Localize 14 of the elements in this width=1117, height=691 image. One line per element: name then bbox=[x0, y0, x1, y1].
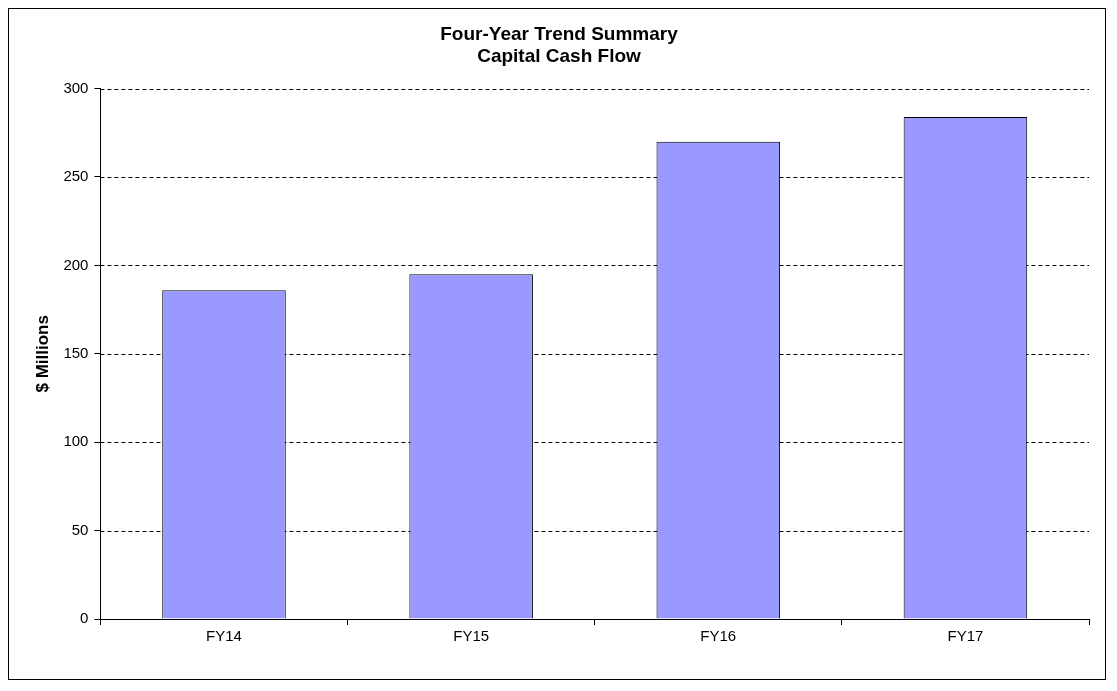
x-tick-label: FY15 bbox=[453, 627, 490, 645]
y-tick-label: 0 bbox=[80, 609, 89, 627]
y-tick-label: 100 bbox=[63, 432, 89, 450]
y-axis-title: $ Millions bbox=[32, 315, 52, 393]
x-tick-label: FY16 bbox=[700, 627, 737, 645]
y-tick-label: 200 bbox=[63, 255, 89, 273]
chart-subtitle: Capital Cash Flow bbox=[477, 45, 642, 67]
y-tick-label: 150 bbox=[63, 343, 89, 361]
chart-title: Four-Year Trend Summary bbox=[440, 22, 679, 44]
y-tick-label: 300 bbox=[63, 78, 89, 96]
y-tick-label: 250 bbox=[63, 167, 89, 185]
x-tick-label: FY14 bbox=[206, 627, 242, 645]
x-tick-label: FY17 bbox=[947, 627, 984, 645]
y-tick-label: 50 bbox=[71, 520, 89, 538]
